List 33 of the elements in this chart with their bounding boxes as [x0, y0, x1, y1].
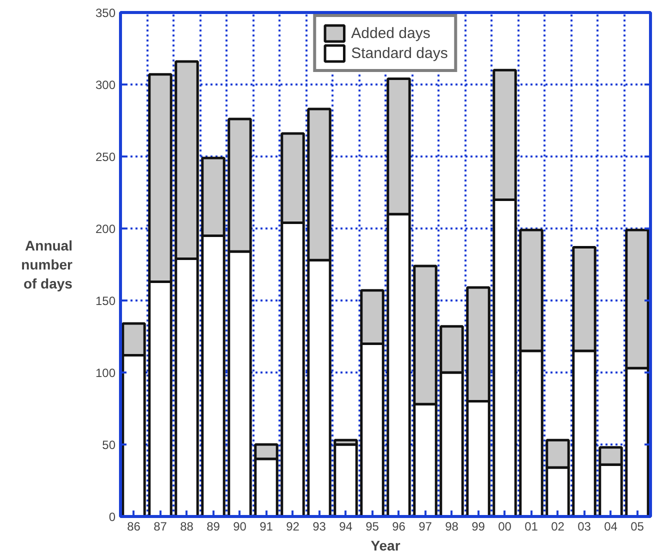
x-tick-label: 88	[180, 520, 194, 534]
y-tick-label: 300	[95, 78, 116, 92]
x-tick-label: 02	[551, 520, 565, 534]
x-tick-label: 92	[286, 520, 300, 534]
x-tick-label: 04	[604, 520, 618, 534]
legend-label: Standard days	[351, 44, 448, 62]
x-tick-label: 89	[206, 520, 220, 534]
x-tick-label: 93	[312, 520, 326, 534]
bar	[334, 443, 358, 516]
y-tick-label: 350	[95, 6, 116, 20]
x-tick-label: 99	[472, 520, 486, 534]
x-tick-label: 94	[339, 520, 353, 534]
x-tick-label: 96	[392, 520, 406, 534]
x-tick-label: 95	[366, 520, 380, 534]
y-tick-label: 150	[95, 294, 116, 308]
x-tick-label: 98	[445, 520, 459, 534]
x-tick-label: 91	[260, 520, 274, 534]
x-tick-label: 05	[630, 520, 644, 534]
x-tick-label: 00	[498, 520, 512, 534]
y-tick-label: 200	[95, 222, 116, 236]
x-tick-label: 97	[418, 520, 432, 534]
y-tick-label: 100	[95, 366, 116, 380]
y-tick-label: 0	[108, 510, 116, 524]
y-axis-title: Annual number of days	[21, 237, 74, 292]
legend-label: Added days	[351, 24, 430, 42]
x-tick-label: 03	[578, 520, 592, 534]
y-tick-label: 250	[95, 150, 116, 164]
x-tick-label: 90	[233, 520, 247, 534]
x-tick-label: 01	[524, 520, 538, 534]
y-tick-label: 50	[102, 438, 116, 452]
x-tick-label: 86	[127, 520, 141, 534]
x-axis-title: Year	[370, 538, 401, 554]
x-tick-label: 87	[154, 520, 168, 534]
